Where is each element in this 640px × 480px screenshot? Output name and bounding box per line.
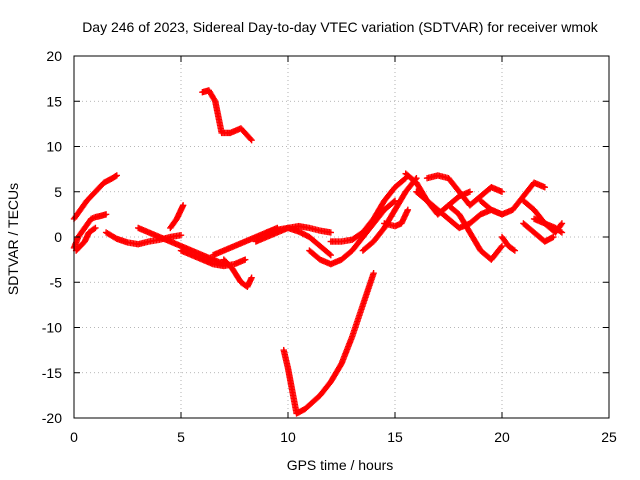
data-point bbox=[557, 221, 565, 228]
data-point bbox=[550, 233, 557, 241]
data-point bbox=[102, 211, 110, 218]
x-axis-label: GPS time / hours bbox=[287, 457, 394, 473]
data-point bbox=[248, 136, 255, 144]
data-point bbox=[498, 242, 506, 250]
y-tick-label: -10 bbox=[42, 320, 62, 336]
data-point bbox=[211, 96, 218, 104]
series-arc-15 bbox=[327, 174, 409, 245]
chart-title: Day 246 of 2023, Sidereal Day-to-day VTE… bbox=[82, 19, 599, 35]
series-arc-06 bbox=[135, 224, 227, 268]
data-point bbox=[510, 246, 517, 253]
data-point bbox=[113, 172, 120, 179]
series-arc-22 bbox=[477, 179, 548, 218]
data-point bbox=[370, 270, 377, 277]
data-point bbox=[498, 188, 506, 195]
data-point bbox=[90, 225, 98, 233]
y-tick-label: 20 bbox=[46, 48, 62, 64]
series-arc-25 bbox=[530, 215, 566, 236]
series-arc-19 bbox=[423, 172, 506, 209]
y-tick-label: -20 bbox=[42, 410, 62, 426]
data-point bbox=[511, 247, 519, 254]
y-tick-label: -15 bbox=[42, 365, 62, 381]
y-axis-label: SDTVAR / TECUs bbox=[5, 183, 21, 295]
data-points bbox=[70, 87, 566, 417]
data-point bbox=[401, 175, 408, 183]
data-point bbox=[327, 229, 334, 236]
data-point bbox=[177, 231, 185, 239]
x-tick-label: 15 bbox=[387, 429, 403, 445]
data-point bbox=[404, 206, 412, 214]
series-arc-14 bbox=[306, 197, 399, 268]
data-point bbox=[248, 274, 255, 281]
y-tick-label: 0 bbox=[54, 229, 62, 245]
y-tick-label: 15 bbox=[46, 93, 62, 109]
data-point bbox=[558, 229, 566, 236]
series-arc-03 bbox=[72, 224, 99, 254]
y-tick-label: 5 bbox=[54, 184, 62, 200]
series-arc-12 bbox=[263, 224, 334, 259]
data-point bbox=[541, 184, 548, 191]
series-arc-21 bbox=[445, 202, 506, 263]
series-arc-09 bbox=[199, 87, 255, 144]
x-tick-label: 10 bbox=[280, 429, 296, 445]
data-point bbox=[179, 202, 187, 209]
x-tick-label: 25 bbox=[601, 429, 617, 445]
data-point bbox=[391, 197, 399, 204]
data-point bbox=[242, 256, 249, 263]
series-arc-01 bbox=[70, 172, 120, 223]
series-arc-17 bbox=[381, 206, 412, 230]
series-arc-26 bbox=[520, 220, 557, 245]
data-point bbox=[326, 250, 333, 258]
data-point bbox=[466, 188, 474, 195]
data-point bbox=[558, 220, 566, 227]
data-point bbox=[327, 251, 334, 259]
x-tick-label: 0 bbox=[70, 429, 78, 445]
x-tick-label: 20 bbox=[494, 429, 510, 445]
series-arc-08 bbox=[220, 256, 255, 290]
series-arc-05 bbox=[167, 202, 187, 232]
series-arc-07 bbox=[177, 247, 249, 270]
data-point bbox=[247, 135, 254, 143]
data-point bbox=[497, 244, 505, 251]
data-point bbox=[92, 224, 99, 232]
data-point bbox=[390, 198, 398, 206]
x-tick-label: 5 bbox=[177, 429, 185, 445]
series-arc-23 bbox=[498, 233, 519, 254]
series-arc-13 bbox=[280, 270, 377, 417]
y-tick-label: 10 bbox=[46, 139, 62, 155]
series-arc-16 bbox=[359, 174, 420, 254]
axis-ticks: 0 5 10 15 20 25 -20 -15 -10 -5 0 5 10 15 20 bbox=[42, 48, 617, 445]
y-tick-label: -5 bbox=[50, 274, 63, 290]
